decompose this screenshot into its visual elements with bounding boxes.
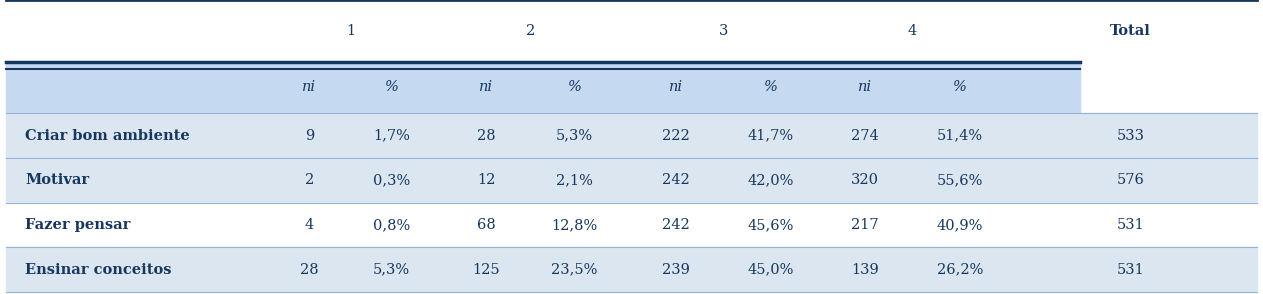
Text: 531: 531 bbox=[1116, 263, 1144, 277]
Text: 222: 222 bbox=[662, 128, 690, 143]
Text: 576: 576 bbox=[1116, 173, 1144, 187]
Text: 9: 9 bbox=[304, 128, 314, 143]
Text: 139: 139 bbox=[851, 263, 879, 277]
Text: Total: Total bbox=[1110, 24, 1151, 38]
Text: 26,2%: 26,2% bbox=[937, 263, 983, 277]
Text: 68: 68 bbox=[477, 218, 495, 232]
Text: Ensinar conceitos: Ensinar conceitos bbox=[25, 263, 172, 277]
Text: ni: ni bbox=[668, 81, 683, 94]
Bar bbox=[6, 158, 1257, 203]
Text: 28: 28 bbox=[477, 128, 495, 143]
Text: 0,3%: 0,3% bbox=[373, 173, 410, 187]
Text: %: % bbox=[568, 81, 581, 94]
Text: 1: 1 bbox=[346, 24, 355, 38]
Bar bbox=[6, 0, 1257, 62]
Text: 125: 125 bbox=[472, 263, 500, 277]
Text: ni: ni bbox=[858, 81, 873, 94]
Bar bbox=[6, 247, 1257, 292]
Text: 41,7%: 41,7% bbox=[748, 128, 793, 143]
Text: Motivar: Motivar bbox=[25, 173, 90, 187]
Text: Criar bom ambiente: Criar bom ambiente bbox=[25, 128, 189, 143]
Text: 5,3%: 5,3% bbox=[373, 263, 410, 277]
Text: 1,7%: 1,7% bbox=[373, 128, 410, 143]
Text: Fazer pensar: Fazer pensar bbox=[25, 218, 130, 232]
Text: 320: 320 bbox=[851, 173, 879, 187]
Text: %: % bbox=[764, 81, 777, 94]
Text: 217: 217 bbox=[851, 218, 879, 232]
Text: 242: 242 bbox=[662, 173, 690, 187]
Text: 40,9%: 40,9% bbox=[937, 218, 983, 232]
Text: 2,1%: 2,1% bbox=[556, 173, 594, 187]
Text: %: % bbox=[954, 81, 966, 94]
Text: 239: 239 bbox=[662, 263, 690, 277]
Bar bbox=[6, 62, 1080, 113]
Text: 55,6%: 55,6% bbox=[937, 173, 983, 187]
Text: 12,8%: 12,8% bbox=[552, 218, 597, 232]
Text: ni: ni bbox=[302, 81, 317, 94]
Text: 4: 4 bbox=[304, 218, 314, 232]
Text: 242: 242 bbox=[662, 218, 690, 232]
Text: 4: 4 bbox=[908, 24, 917, 38]
Text: 45,0%: 45,0% bbox=[748, 263, 793, 277]
Text: 274: 274 bbox=[851, 128, 879, 143]
Bar bbox=[6, 113, 1257, 158]
Text: ni: ni bbox=[479, 81, 494, 94]
Text: 2: 2 bbox=[525, 24, 536, 38]
Text: 51,4%: 51,4% bbox=[937, 128, 983, 143]
Text: 2: 2 bbox=[304, 173, 314, 187]
Text: 42,0%: 42,0% bbox=[748, 173, 793, 187]
Text: 0,8%: 0,8% bbox=[373, 218, 410, 232]
Text: 531: 531 bbox=[1116, 218, 1144, 232]
Text: 3: 3 bbox=[719, 24, 727, 38]
Bar bbox=[6, 203, 1257, 247]
Text: 45,6%: 45,6% bbox=[748, 218, 793, 232]
Text: 23,5%: 23,5% bbox=[552, 263, 597, 277]
Text: 533: 533 bbox=[1116, 128, 1144, 143]
Text: %: % bbox=[385, 81, 398, 94]
Text: 5,3%: 5,3% bbox=[556, 128, 594, 143]
Text: 28: 28 bbox=[301, 263, 318, 277]
Text: 12: 12 bbox=[477, 173, 495, 187]
